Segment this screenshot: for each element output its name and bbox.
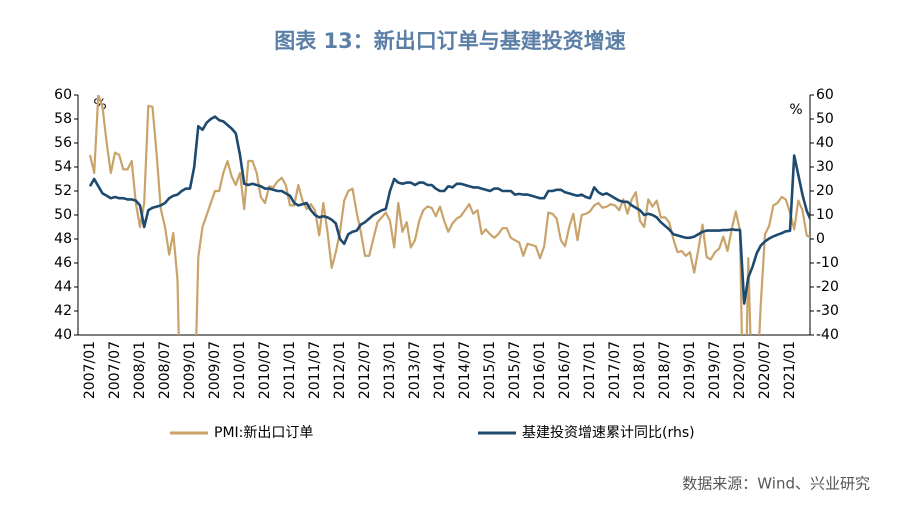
y-tick-label: 54 <box>54 159 72 175</box>
y2-tick-label: 50 <box>816 111 834 127</box>
y-tick-label: 60 <box>54 87 72 103</box>
legend-label: PMI:新出口订单 <box>214 425 313 441</box>
x-tick-label: 2015/07 <box>507 341 523 399</box>
y-tick-label: 46 <box>54 255 72 271</box>
x-tick-label: 2012/07 <box>357 341 373 399</box>
x-tick-label: 2015/01 <box>482 341 498 399</box>
source-note: 数据来源：Wind、兴业研究 <box>682 475 870 493</box>
y2-tick-label: 0 <box>816 231 825 247</box>
series-line <box>88 95 810 335</box>
y-tick-label: 50 <box>54 207 72 223</box>
y2-tick-label: 40 <box>816 135 834 151</box>
x-tick-label: 2018/01 <box>632 341 648 399</box>
x-tick-label: 2009/07 <box>207 341 223 399</box>
y-tick-label: 52 <box>54 183 72 199</box>
x-tick-label: 2007/07 <box>107 341 123 399</box>
x-tick-label: 2008/01 <box>132 341 148 399</box>
x-tick-label: 2016/07 <box>557 341 573 399</box>
x-tick-label: 2008/07 <box>157 341 173 399</box>
y2-tick-label: -10 <box>816 255 839 271</box>
y-tick-label: 40 <box>54 327 72 343</box>
x-tick-label: 2007/01 <box>82 341 98 399</box>
x-tick-label: 2020/01 <box>732 341 748 399</box>
y2-tick-label: 20 <box>816 183 834 199</box>
series-line <box>88 115 810 305</box>
chart-title: 图表 13：新出口订单与基建投资增速 <box>274 29 626 53</box>
y-tick-label: 58 <box>54 111 72 127</box>
x-tick-label: 2019/01 <box>682 341 698 399</box>
x-tick-label: 2011/07 <box>307 341 323 399</box>
x-tick-label: 2021/01 <box>782 341 798 399</box>
x-tick-label: 2013/01 <box>382 341 398 399</box>
x-tick-label: 2014/01 <box>432 341 448 399</box>
x-tick-label: 2013/07 <box>407 341 423 399</box>
y2-axis-unit: % <box>789 102 802 118</box>
legend-label: 基建投资增速累计同比(rhs) <box>522 424 695 441</box>
x-tick-label: 2009/01 <box>182 341 198 399</box>
y2-tick-label: -20 <box>816 279 839 295</box>
y2-tick-label: 10 <box>816 207 834 223</box>
y-tick-label: 56 <box>54 135 72 151</box>
x-tick-label: 2010/07 <box>257 341 273 399</box>
x-tick-label: 2010/01 <box>232 341 248 399</box>
y2-tick-label: -30 <box>816 303 839 319</box>
y2-tick-label: -40 <box>816 327 839 343</box>
x-tick-label: 2017/01 <box>582 341 598 399</box>
x-tick-label: 2016/01 <box>532 341 548 399</box>
y2-tick-label: 30 <box>816 159 834 175</box>
x-tick-label: 2019/07 <box>707 341 723 399</box>
y-tick-label: 42 <box>54 303 72 319</box>
x-tick-label: 2020/07 <box>757 341 773 399</box>
y2-tick-label: 60 <box>816 87 834 103</box>
y-tick-label: 48 <box>54 231 72 247</box>
x-tick-label: 2012/01 <box>332 341 348 399</box>
plot-area <box>88 95 810 335</box>
x-tick-label: 2018/07 <box>657 341 673 399</box>
y-tick-label: 44 <box>54 279 72 295</box>
x-tick-label: 2017/07 <box>607 341 623 399</box>
x-tick-label: 2014/07 <box>457 341 473 399</box>
x-tick-label: 2011/01 <box>282 341 298 399</box>
